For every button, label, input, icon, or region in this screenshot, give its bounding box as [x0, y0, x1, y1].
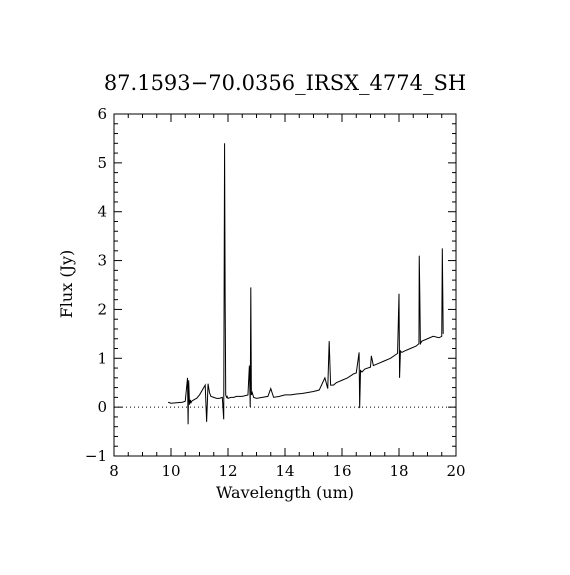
x-tick-label: 14	[275, 462, 294, 480]
y-tick-label: 6	[97, 105, 107, 123]
x-tick-label: 16	[332, 462, 351, 480]
y-tick-label: 3	[97, 252, 107, 270]
x-tick-label: 20	[446, 462, 465, 480]
y-tick-label: −1	[85, 447, 107, 465]
y-tick-label: 1	[97, 349, 107, 367]
y-tick-label: 2	[97, 300, 107, 318]
plot-frame	[113, 113, 457, 457]
tick-marks	[113, 113, 457, 457]
y-tick-label: 4	[97, 203, 107, 221]
x-tick-label: 12	[218, 462, 237, 480]
series-group	[167, 143, 444, 425]
x-tick-label: 8	[109, 462, 119, 480]
series-line-0	[167, 143, 444, 425]
x-tick-label: 18	[389, 462, 408, 480]
chart-title: 87.1593−70.0356_IRSX_4774_SH	[104, 71, 466, 95]
x-axis-label: Wavelength (um)	[216, 483, 354, 502]
y-tick-label: 5	[97, 154, 107, 172]
y-axis-label: Flux (Jy)	[57, 250, 76, 319]
x-tick-label: 10	[161, 462, 180, 480]
y-tick-label: 0	[97, 398, 107, 416]
